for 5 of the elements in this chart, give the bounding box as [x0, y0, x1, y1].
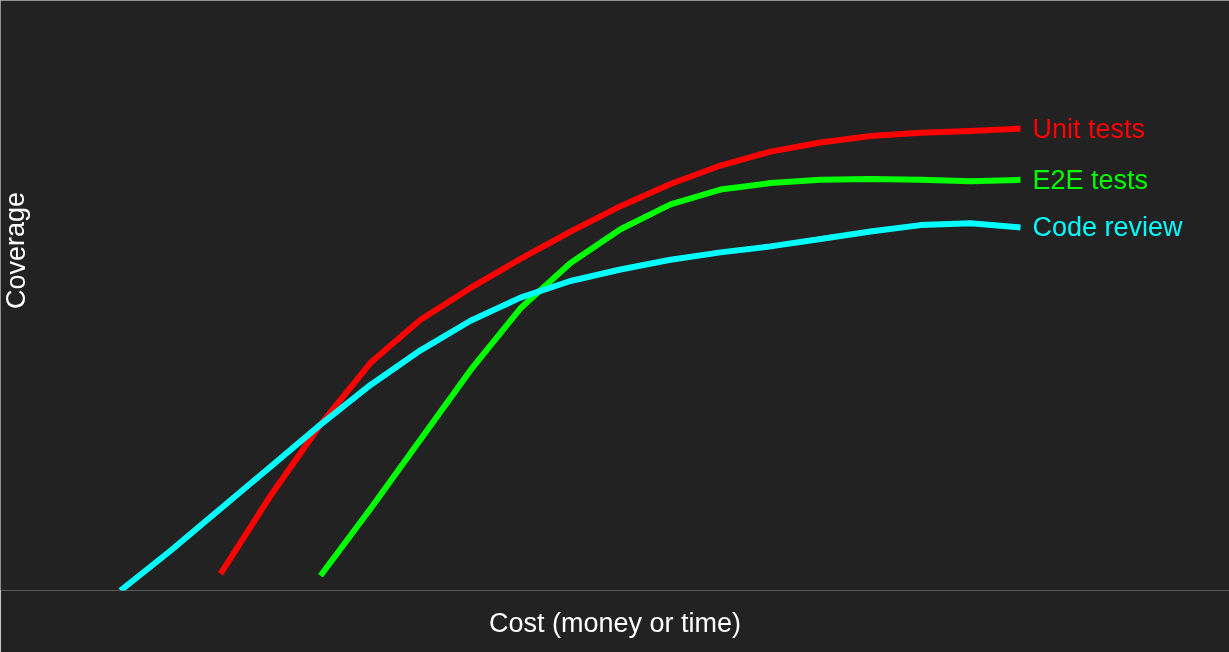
y-axis-title: Coverage	[0, 191, 31, 310]
series-label: E2E tests	[1032, 164, 1149, 195]
x-axis-title: Cost (money or time)	[488, 607, 742, 638]
series-label: Code review	[1032, 212, 1184, 243]
series-label: Unit tests	[1032, 113, 1146, 144]
